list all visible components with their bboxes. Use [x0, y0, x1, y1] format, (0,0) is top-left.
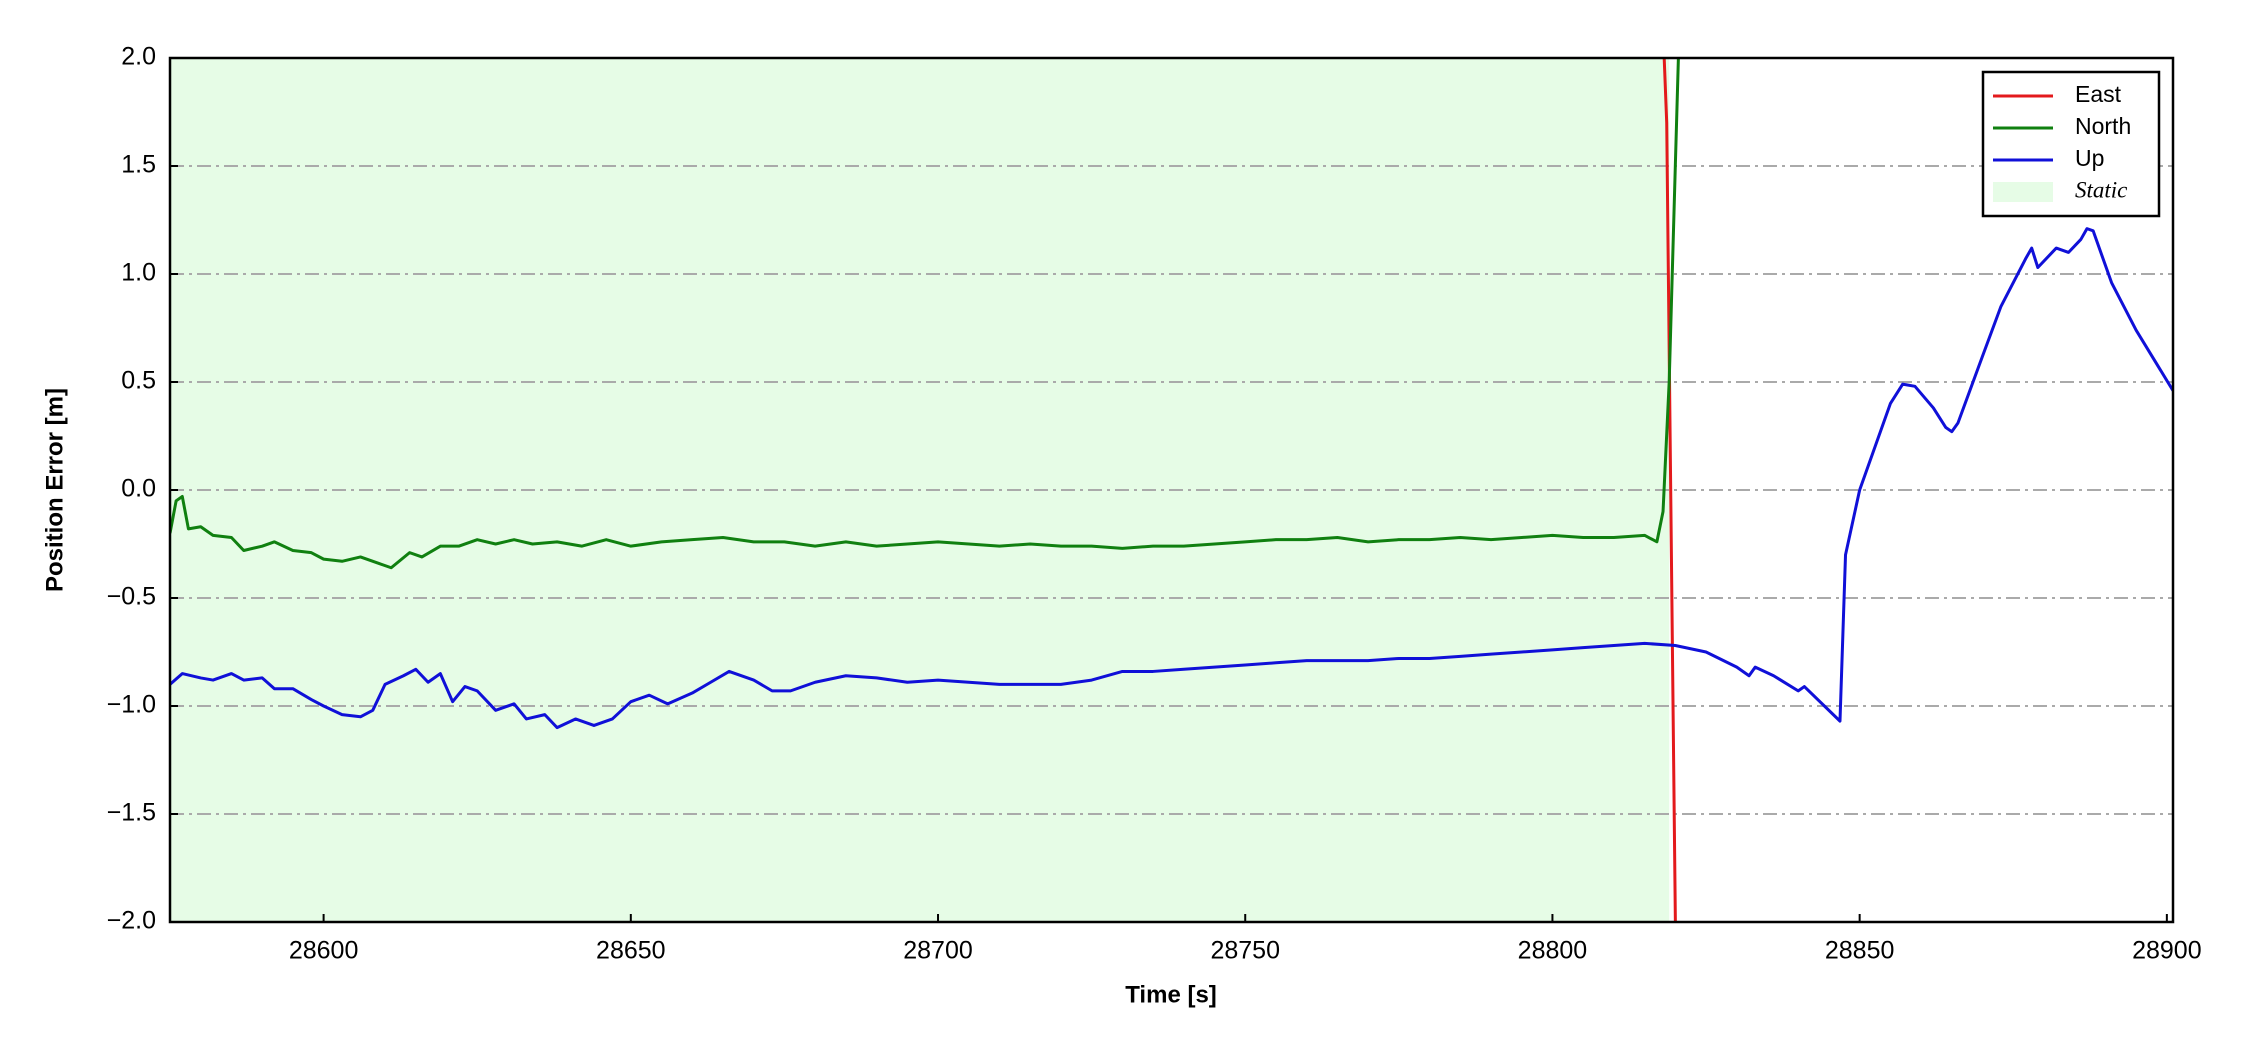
y-axis-label: Position Error [m] — [41, 388, 68, 592]
legend-label: East — [2075, 81, 2122, 107]
y-tick-label: −2.0 — [107, 907, 156, 935]
line-series — [1662, 58, 1677, 922]
x-tick-label: 28800 — [1518, 937, 1588, 965]
legend: East North Up Static — [1981, 70, 2161, 218]
legend-label: Up — [2075, 145, 2104, 171]
x-tick-label: 28700 — [903, 937, 973, 965]
x-tick-label: 28650 — [596, 937, 666, 965]
y-tick-label: −1.0 — [107, 691, 156, 719]
line-series — [170, 58, 1680, 570]
x-tick-label: 28600 — [289, 937, 359, 965]
y-tick-label: 0.5 — [121, 367, 156, 395]
line-series — [170, 227, 2173, 730]
x-axis-label: Time [s] — [1125, 981, 1217, 1008]
y-tick-label: 1.0 — [121, 259, 156, 287]
y-tick-label: 0.0 — [121, 475, 156, 503]
y-tick-label: −0.5 — [107, 583, 156, 611]
y-tick-label: 2.0 — [121, 43, 156, 71]
x-tick-label: 28850 — [1825, 937, 1895, 965]
x-tick-label: 28900 — [2132, 937, 2202, 965]
y-tick-label: 1.5 — [121, 151, 156, 179]
x-tick-label: 28750 — [1210, 937, 1280, 965]
y-tick-label: −1.5 — [107, 799, 156, 827]
legend-label: Static — [2075, 177, 2127, 202]
plot-area — [170, 58, 2173, 922]
legend-swatch — [1993, 182, 2053, 202]
legend-label: North — [2075, 113, 2131, 139]
